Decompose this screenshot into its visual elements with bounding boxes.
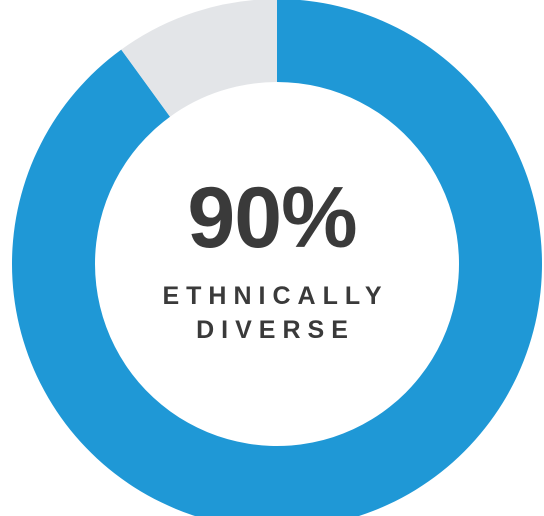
donut-slice-ethnically-diverse [12,0,542,516]
center-caption-line-1: ETHNICALLY [162,282,389,310]
donut-slice-remainder [121,0,277,117]
center-caption-line-2: DIVERSE [196,316,355,344]
center-percentage: 90% [187,170,357,266]
